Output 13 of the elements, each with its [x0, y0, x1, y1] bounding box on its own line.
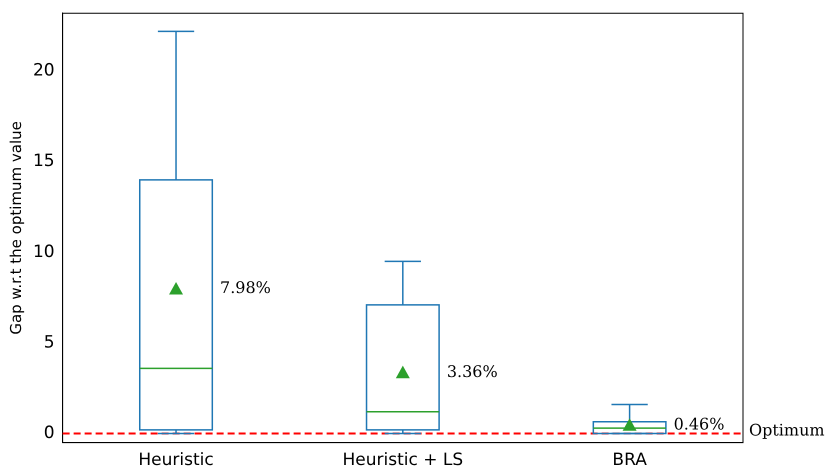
y-tick-label: 15 — [32, 151, 55, 172]
y-tick-label: 5 — [44, 332, 55, 352]
y-tick-label: 0 — [44, 422, 55, 443]
x-tick-label: Heuristic — [138, 450, 214, 470]
ref-line-label: Optimum — [749, 420, 825, 440]
y-axis-title: Gap w.r.t the optimum value — [6, 121, 25, 335]
x-tick-label: Heuristic + LS — [342, 450, 464, 470]
y-tick-label: 20 — [32, 60, 55, 81]
annotation: 3.36% — [446, 362, 498, 381]
annotation: 7.98% — [220, 278, 271, 298]
y-tick-label: 10 — [32, 242, 55, 262]
annotation: 0.46% — [674, 414, 724, 434]
x-tick-label: BRA — [612, 450, 648, 470]
